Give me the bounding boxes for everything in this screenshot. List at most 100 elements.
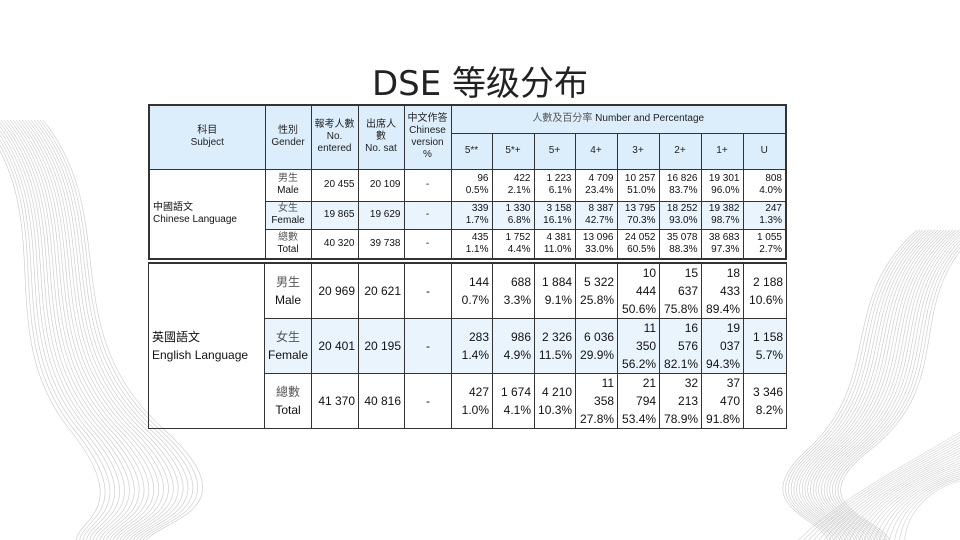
grade-count: 32 213 <box>678 376 699 408</box>
grade-count: 283 <box>468 330 490 344</box>
chinese-version-pct: - <box>404 262 453 319</box>
header-grade: 1+ <box>700 132 744 170</box>
grade-percent: 42.7% <box>585 215 614 226</box>
header-entered: 報考人數 No. entered <box>310 104 359 170</box>
grade-cell: 435 1.1% <box>450 228 493 260</box>
grade-count: 16 826 <box>666 173 698 184</box>
wave-line <box>884 473 960 540</box>
grade-count: 6 036 <box>584 330 615 344</box>
entered-count: 20 455 <box>310 168 359 202</box>
wave-line <box>0 134 116 540</box>
grade-count: 427 <box>468 385 490 399</box>
grade-percent: 1.1% <box>465 243 489 255</box>
wave-line <box>796 229 933 540</box>
header-grades-group: 人數及百分率 Number and Percentage <box>450 104 787 134</box>
wave-line <box>894 477 960 540</box>
grade-header-row: 5** 5*+ 5+ 4+ 3+ 2+ 1+ U <box>149 132 787 170</box>
wave-line <box>815 229 954 540</box>
wave-line <box>24 119 174 540</box>
grade-cell: 4 381 11.0% <box>533 228 576 260</box>
grade-percent: 98.7% <box>711 215 740 226</box>
grade-cell: 10 444 50.6% <box>617 262 661 319</box>
wave-line <box>803 434 960 540</box>
grade-cell: 688 3.3% <box>492 262 536 319</box>
grade-cell: 3 158 16.1% <box>533 200 576 230</box>
header-grade: 5** <box>450 132 493 170</box>
grade-percent: 60.5% <box>627 243 656 255</box>
grade-percent: 2.1% <box>507 185 531 196</box>
grade-cell: 11 350 56.2% <box>617 318 661 374</box>
table-row: 英國語文 English Language 男生 Male 20 969 20 621-1… <box>148 262 788 429</box>
grade-percent: 11.0% <box>543 243 572 255</box>
grade-percent: 23.4% <box>585 185 614 196</box>
wave-line <box>818 442 960 540</box>
grade-cell: 35 078 88.3% <box>658 228 702 260</box>
grade-count: 21 794 <box>636 376 657 408</box>
wave-line <box>33 119 189 540</box>
wave-line <box>899 479 960 540</box>
wave-line <box>821 229 960 540</box>
grade-cell: 4 210 10.3% <box>534 373 577 429</box>
grade-percent: 25.8% <box>580 293 615 307</box>
wave-line <box>835 243 960 540</box>
grade-percent: 10.3% <box>538 403 573 417</box>
wave-line <box>782 229 918 540</box>
grade-cell: 339 1.7% <box>450 200 493 230</box>
chinese-version-pct: - <box>403 168 452 202</box>
grade-count: 16 576 <box>678 321 699 353</box>
chinese-language-table: 科目 Subject 性別 Gender 報考人數 No. entered 出席人數 N… <box>148 104 787 260</box>
grade-count: 4 381 <box>546 231 572 243</box>
grade-count: 15 637 <box>678 266 699 298</box>
header-chinese-version: 中文作答 Chinese version % <box>403 104 452 170</box>
grade-percent: 83.7% <box>669 185 698 196</box>
subject-en: Chinese Language <box>153 213 237 225</box>
grade-cell: 8 387 42.7% <box>574 200 618 230</box>
grade-cell: 13 795 70.3% <box>616 200 660 230</box>
grade-count: 688 <box>510 275 532 289</box>
wave-line <box>807 229 945 540</box>
chinese-version-pct: - <box>404 318 453 374</box>
wave-line <box>823 445 960 540</box>
grade-cell: 6 036 29.9% <box>575 318 619 374</box>
grade-count: 38 683 <box>708 231 740 243</box>
grade-percent: 1.4% <box>461 348 490 362</box>
grade-count: 247 <box>765 203 782 214</box>
grade-count: 1 674 <box>500 385 532 399</box>
grade-percent: 33.0% <box>585 243 614 255</box>
grade-cell: 32 213 78.9% <box>659 373 703 429</box>
grade-count: 435 <box>471 231 489 243</box>
wave-line <box>785 229 921 540</box>
grade-cell: 1 884 9.1% <box>534 262 577 319</box>
grade-count: 1 752 <box>505 231 531 243</box>
grade-cell: 10 257 51.0% <box>616 168 660 202</box>
grade-percent: 91.8% <box>706 412 741 426</box>
wave-line <box>42 119 204 540</box>
grade-cell: 2 326 11.5% <box>534 318 577 374</box>
header-grade: U <box>742 132 787 170</box>
grade-count: 19 382 <box>708 203 740 214</box>
subject-zh: 英國語文 <box>152 330 201 344</box>
header-grade: 2+ <box>658 132 702 170</box>
wave-line <box>15 119 159 540</box>
table-row: 女生 Female 20 401 20 195-283 1.4% 986 4.9% 2 326… <box>149 318 788 374</box>
sat-count: 40 816 <box>358 373 406 429</box>
grade-percent: 29.9% <box>580 348 615 362</box>
grade-cell: 96 0.5% <box>450 168 493 202</box>
wave-line <box>0 122 130 540</box>
wave-line <box>12 119 155 540</box>
wave-line <box>0 150 101 540</box>
wave-line <box>798 431 960 540</box>
grade-count: 11 350 <box>636 321 657 353</box>
wave-line <box>804 229 942 540</box>
wave-line <box>0 119 135 540</box>
grade-count: 1 330 <box>505 203 531 214</box>
grade-cell: 1 752 4.4% <box>491 228 535 260</box>
grade-cell: 15 637 75.8% <box>659 262 703 319</box>
wave-line <box>3 119 140 540</box>
gender-cell: 男生 Male <box>263 262 313 319</box>
grade-cell: 21 794 53.4% <box>617 373 661 429</box>
grade-count: 3 346 <box>753 385 784 399</box>
grade-count: 1 055 <box>756 231 782 243</box>
grade-percent: 2.7% <box>759 243 782 255</box>
wave-line <box>826 234 960 540</box>
